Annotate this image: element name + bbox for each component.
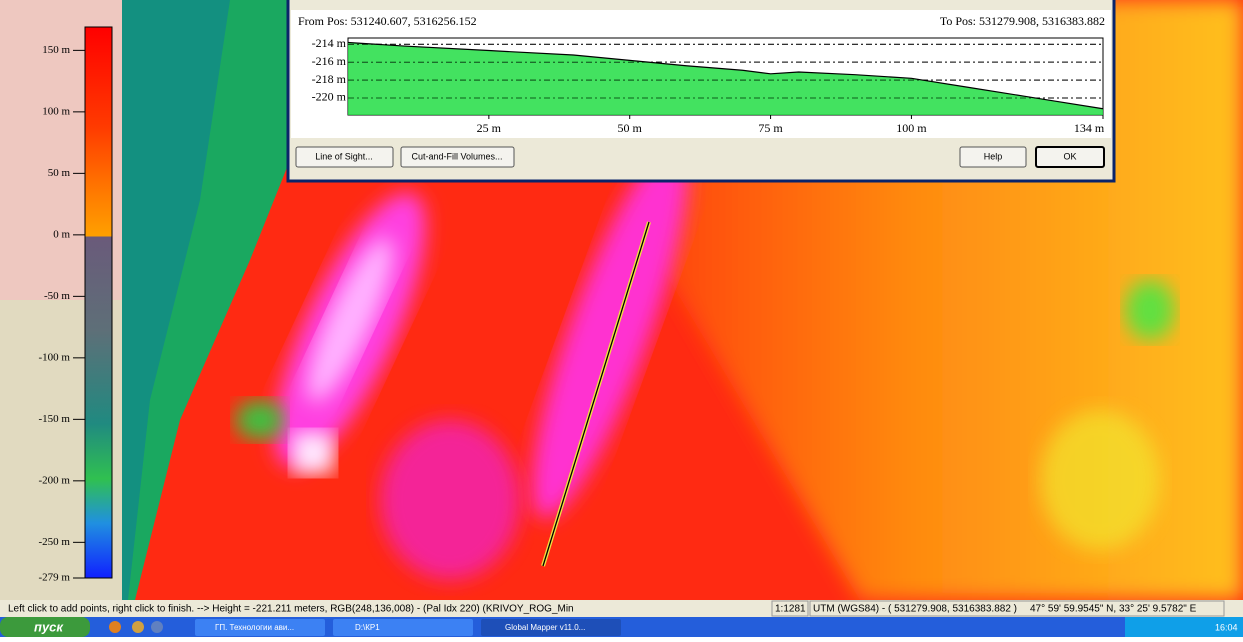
clock: 16:04 [1215,622,1238,632]
task-bg[interactable] [333,619,473,636]
map-white-spot [292,432,334,474]
y-tick-label: -216 m [312,54,347,68]
task-button[interactable]: Global Mapper v11.0... [481,619,621,636]
button[interactable]: Cut-and-Fill Volumes... [401,147,514,167]
y-tick-label: -214 m [312,36,347,50]
map-green-spot [1125,280,1175,340]
x-tick-label: 75 m [758,121,783,135]
button[interactable]: Help [960,147,1026,167]
taskbar [0,617,1243,637]
status-coords: UTM (WGS84) - ( 531279.908, 5316383.882 … [813,604,1017,615]
quick-launch-icon[interactable] [109,621,121,633]
legend-label: -279 m [39,572,71,584]
x-tick-label: 50 m [618,121,643,135]
x-tick-label: 100 m [896,121,927,135]
button[interactable]: OK [1036,147,1104,167]
task-button[interactable]: D:\КР1 [333,619,473,636]
legend-label: 50 m [48,167,71,179]
button-label[interactable]: Help [984,151,1003,161]
to-pos: To Pos: 531279.908, 5316383.882 [940,14,1105,28]
button[interactable]: Line of Sight... [296,147,393,167]
start-button[interactable]: пуск [0,617,90,637]
page: 150 m 100 m 50 m 0 m -50 m -100 m -150 m -200 m… [0,0,1243,637]
from-pos: From Pos: 531240.607, 5316256.152 [298,14,477,28]
map-magenta-area [380,420,520,580]
legend-label: -200 m [39,474,71,486]
map-green-spot [235,400,285,440]
screen: 150 m 100 m 50 m 0 m -50 m -100 m -150 m -200 m… [0,0,1243,637]
button-label[interactable]: OK [1063,151,1076,161]
task-label[interactable]: D:\КР1 [355,623,380,632]
legend-label: 0 m [53,228,70,240]
legend-label: -50 m [44,290,70,302]
button-label[interactable]: Line of Sight... [315,151,373,161]
start-label[interactable]: пуск [34,619,64,634]
x-tick-label: 25 m [477,121,502,135]
button-label[interactable]: Cut-and-Fill Volumes... [411,151,502,161]
map-yellow-area [1040,410,1160,550]
legend-label: -100 m [39,351,71,363]
x-tick-label: 134 m [1074,121,1105,135]
quick-launch-icon[interactable] [132,621,144,633]
color-bar [85,27,112,578]
task-label[interactable]: ГП. Технологии ави... [215,623,294,632]
task-button[interactable]: ГП. Технологии ави... [195,619,325,636]
status-latlon: 47° 59' 59.9545" N, 33° 25' 9.5782" E [1030,604,1197,615]
status-message: Left click to add points, right click to… [8,604,574,615]
legend-label: -150 m [39,413,71,425]
y-tick-label: -220 m [312,90,347,104]
quick-launch-icon[interactable] [151,621,163,633]
legend-label: 100 m [42,105,70,117]
y-tick-label: -218 m [312,72,347,86]
task-label[interactable]: Global Mapper v11.0... [505,623,585,632]
legend-label: -250 m [39,536,71,548]
legend-label: 150 m [42,44,70,56]
status-scale: 1:1281 [775,604,806,615]
